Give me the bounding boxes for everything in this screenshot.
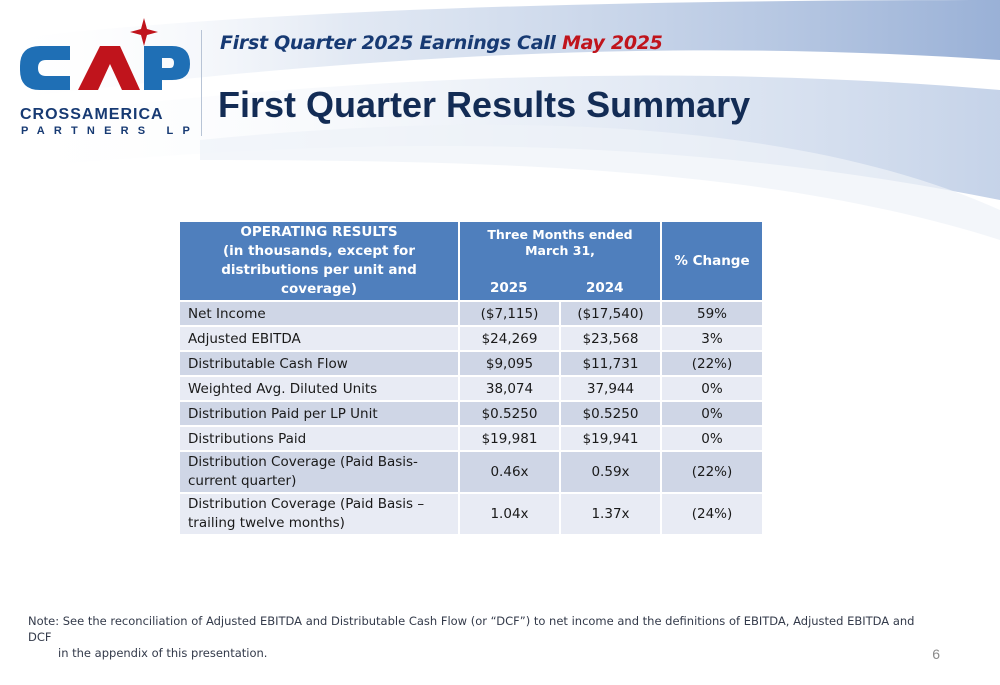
event-date: May 2025 [561,32,663,54]
value-2025: 38,074 [458,375,561,402]
header-year-2025: 2025 [490,280,528,296]
value-2024: ($17,540) [559,300,662,327]
row-label: Distributable Cash Flow [178,350,460,377]
header-year-2024: 2024 [586,280,624,296]
row-label: Distribution Coverage (Paid Basis – trai… [178,492,460,536]
table-row: Distribution Coverage (Paid Basis – trai… [178,492,764,536]
event-name: First Quarter 2025 Earnings Call [220,32,556,54]
percent-change: (22%) [660,450,764,494]
value-2025: $19,981 [458,425,561,452]
header-swoosh-background [0,0,1000,240]
company-logo-mark [20,18,190,90]
value-2025: $0.5250 [458,400,561,427]
percent-change: (24%) [660,492,764,536]
operating-results-table: OPERATING RESULTS (in thousands, except … [178,220,764,536]
percent-change: 0% [660,375,764,402]
logo-wordmark: CROSSAMERICA [20,106,164,123]
header-percent-change: % Change [660,220,764,302]
percent-change: 0% [660,400,764,427]
page-number: 6 [932,646,940,662]
table-row: Net Income ($7,115) ($17,540) 59% [178,300,764,327]
footnote: Note: See the reconciliation of Adjusted… [28,613,928,661]
page-title: First Quarter Results Summary [218,84,751,125]
footnote-line-2: in the appendix of this presentation. [58,646,268,660]
percent-change: (22%) [660,350,764,377]
table-row: Weighted Avg. Diluted Units 38,074 37,94… [178,375,764,402]
value-2025: $9,095 [458,350,561,377]
value-2024: 1.37x [559,492,662,536]
table-row: Distribution Paid per LP Unit $0.5250 $0… [178,400,764,427]
row-label: Distribution Coverage (Paid Basis- curre… [178,450,460,494]
value-2024: $0.5250 [559,400,662,427]
value-2025: 0.46x [458,450,561,494]
value-2024: 0.59x [559,450,662,494]
header-operating-results: OPERATING RESULTS (in thousands, except … [178,220,460,302]
value-2024: $23,568 [559,325,662,352]
value-2025: 1.04x [458,492,561,536]
percent-change: 3% [660,325,764,352]
footnote-line-1: Note: See the reconciliation of Adjusted… [28,614,915,644]
event-title: First Quarter 2025 Earnings Call May 202… [220,32,663,54]
logo-subtitle: PARTNERS LP [21,125,200,137]
value-2025: $24,269 [458,325,561,352]
value-2024: 37,944 [559,375,662,402]
row-label: Weighted Avg. Diluted Units [178,375,460,402]
percent-change: 59% [660,300,764,327]
row-label: Net Income [178,300,460,327]
percent-change: 0% [660,425,764,452]
header-three-months: Three Months ended March 31, 2025 2024 [458,220,662,302]
row-label: Distributions Paid [178,425,460,452]
table-header-row: OPERATING RESULTS (in thousands, except … [178,220,764,302]
value-2025: ($7,115) [458,300,561,327]
table-row: Adjusted EBITDA $24,269 $23,568 3% [178,325,764,352]
table-row: Distributions Paid $19,981 $19,941 0% [178,425,764,452]
value-2024: $11,731 [559,350,662,377]
table-row: Distributable Cash Flow $9,095 $11,731 (… [178,350,764,377]
value-2024: $19,941 [559,425,662,452]
header-divider [201,30,202,136]
row-label: Adjusted EBITDA [178,325,460,352]
row-label: Distribution Paid per LP Unit [178,400,460,427]
table-row: Distribution Coverage (Paid Basis- curre… [178,450,764,494]
